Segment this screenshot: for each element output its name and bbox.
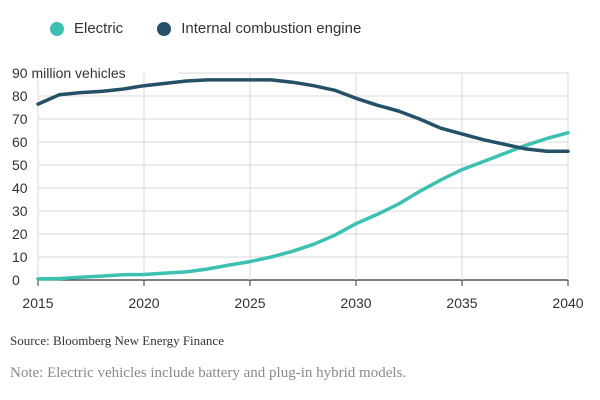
series-lines [36,78,570,281]
y-tick-label: 80 [12,88,28,104]
y-tick-label: 40 [12,180,28,196]
y-tick-label: 50 [12,157,28,173]
grid [37,72,569,281]
legend-marker-electric [50,21,64,36]
x-tick-label: 2035 [446,295,477,311]
legend-label-ice: Internal combustion engine [181,20,362,37]
x-tick-label: 2015 [22,295,53,311]
y-tick-label: 60 [12,134,28,150]
legend-label-electric: Electric [74,20,124,37]
x-tick-label: 2025 [234,295,265,311]
legend-item-electric: Electric [50,20,123,37]
series-line-internal-combustion [36,78,570,153]
legend: Electric Internal combustion engine [50,20,395,37]
y-tick-label: 20 [12,226,28,242]
x-tick-label: 2020 [128,295,159,311]
legend-marker-ice [157,21,172,36]
source-note: Source: Bloomberg New Energy Finance [10,333,224,348]
y-tick-label: 70 [12,111,28,127]
series-line-electric [36,131,570,281]
x-tick-label: 2030 [340,295,371,311]
y-axis-label: 90 million vehicles [12,65,126,81]
y-tick-label: 10 [12,249,28,265]
footnote: Note: Electric vehicles include battery … [10,365,407,381]
legend-item-ice: Internal combustion engine [157,20,361,37]
y-tick-label: 30 [12,203,28,219]
x-tick-label: 2040 [552,295,583,311]
y-axis-ticks: 0 10 20 30 40 50 60 70 80 90 million vehicles [12,65,126,288]
x-axis-ticks: 2015 2020 2025 2030 2035 2040 [22,280,584,311]
y-tick-label: 0 [12,272,20,288]
